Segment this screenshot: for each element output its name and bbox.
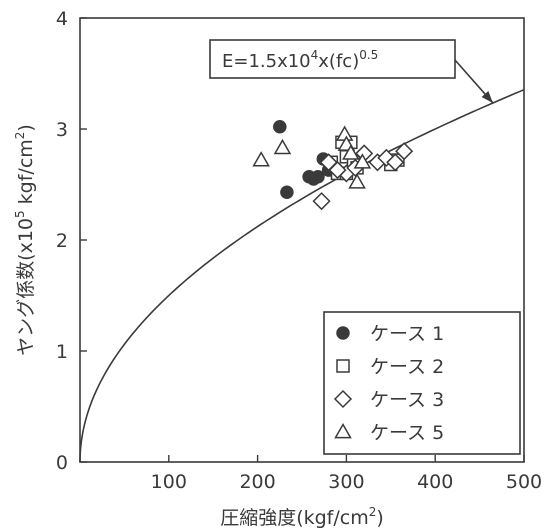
legend-marker [334,422,352,439]
y-tick-label: 4 [56,8,68,30]
x-axis-title-main: 圧縮強度(kgf/cm [220,507,369,529]
x-tick-label: 100 [151,471,187,493]
x-tick-label: 400 [417,471,453,493]
annotation: E=1.5x104x(fc)0.5 [209,39,494,104]
y-tick-label: 3 [56,119,68,141]
data-point [342,144,360,160]
x-tick-label: 200 [239,471,275,493]
legend: ケース 1 ケース 2 ケース 3 ケース 5 [323,311,521,455]
y-axis-title-sup1: 5 [13,210,27,218]
legend-label: ケース 5 [370,422,444,444]
annotation-arrowhead [481,90,493,103]
legend-label: ケース 1 [370,323,444,345]
data-point [395,142,414,161]
annotation-box [209,39,456,79]
data-point [252,151,270,167]
legend-box [323,311,521,455]
annotation-text: E=1.5x104x(fc)0.5 [222,48,378,72]
x-axis-title-close: ) [376,507,383,529]
legend-label: ケース 2 [370,356,444,378]
legend-label: ケース 3 [370,389,444,411]
data-point [273,120,287,134]
data-point [335,125,354,141]
y-tick-label: 0 [56,452,68,474]
x-axis-title-sup: 2 [369,505,377,519]
y-tick-label: 1 [56,341,68,363]
x-axis-ticks: 100 200 300 400 500 [151,455,542,493]
y-axis-title: ヤング係数(x105 kgf/cm2) [13,124,37,356]
y-tick-label: 2 [56,230,68,252]
legend-marker [333,389,353,409]
legend-marker [336,326,350,340]
data-point [353,153,372,169]
legend-items: ケース 1 ケース 2 ケース 3 ケース 5 [333,323,444,444]
annotation-sup2: 0.5 [359,48,378,62]
y-axis-title-main: ヤング係数(x10 [15,218,37,356]
y-axis-ticks: 0 1 2 3 4 [56,8,87,474]
y-axis-title-close: ) [15,124,37,131]
legend-marker [336,359,350,373]
y-axis-title-sup2: 2 [13,132,27,140]
data-points [252,120,414,211]
x-axis-title: 圧縮強度(kgf/cm2) [220,505,384,529]
annotation-main: E=1.5x10 [222,51,311,72]
data-point [311,169,325,184]
data-point [386,153,405,172]
data-point [312,192,331,211]
data-point [273,138,292,155]
annotation-sup1: 4 [311,48,319,62]
data-point [280,185,294,200]
x-tick-label: 500 [506,471,542,493]
data-point [328,161,347,180]
y-axis-title-mid: kgf/cm [15,139,37,210]
annotation-mid: x(fc) [318,51,359,72]
data-point [348,173,366,189]
x-tick-label: 300 [328,471,364,493]
